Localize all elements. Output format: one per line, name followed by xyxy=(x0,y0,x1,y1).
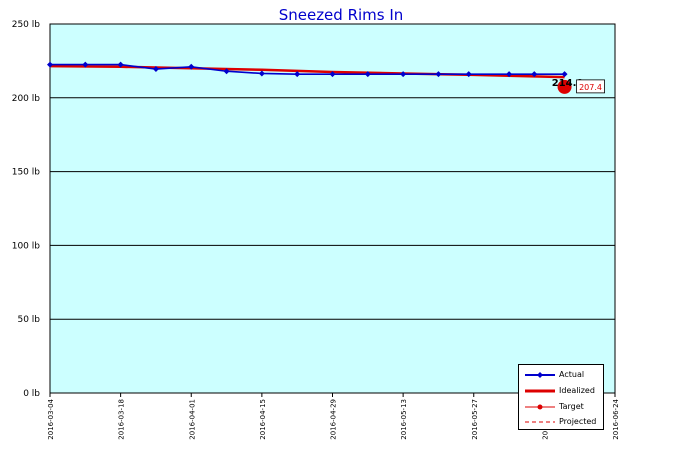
y-tick-label: 100 lb xyxy=(12,241,41,251)
x-tick-label: 2016-04-29 xyxy=(330,399,338,440)
legend-label-actual: Actual xyxy=(559,370,585,379)
series-layer xyxy=(47,61,572,94)
data-point-actual xyxy=(117,61,124,68)
legend-label-idealized: Idealized xyxy=(559,386,595,395)
data-point-actual xyxy=(258,70,265,77)
annotation-label: 214.0 xyxy=(552,78,584,89)
series-line-actual xyxy=(50,63,565,75)
y-axis-ticks: 0 lb 50 lb 100 lb 150 lb 200 lb 250 lb xyxy=(12,20,41,399)
data-point-actual xyxy=(223,68,230,75)
legend-label-target: Target xyxy=(559,402,584,411)
target-label: 207.4 xyxy=(579,83,602,92)
data-point-actual xyxy=(561,71,568,78)
legend-item-target: Target xyxy=(523,400,603,414)
y-tick-label: 50 lb xyxy=(17,315,40,325)
legend-item-projected: Projected xyxy=(523,415,603,429)
data-point-actual xyxy=(400,71,407,78)
legend-item-idealized: Idealized xyxy=(523,384,603,398)
y-tick-label: 200 lb xyxy=(12,94,41,104)
x-tick-label: 2016-03-18 xyxy=(118,399,126,440)
y-tick-label: 250 lb xyxy=(12,20,41,30)
data-point-actual xyxy=(435,71,442,78)
legend: Actual Idealized Target Projected xyxy=(518,364,604,430)
data-point-actual xyxy=(294,71,301,78)
x-tick-label: 2016-05-13 xyxy=(400,399,408,440)
legend-item-actual: Actual xyxy=(523,368,603,382)
x-tick-label: 2016-06-24 xyxy=(612,398,620,439)
grid-lines xyxy=(50,97,615,320)
data-point-actual xyxy=(364,71,371,78)
target-marker xyxy=(557,79,572,94)
y-tick-label: 150 lb xyxy=(12,168,41,178)
x-tick-label: 2016-04-01 xyxy=(188,399,196,440)
target-label-box xyxy=(576,79,605,94)
data-point-actual xyxy=(188,63,195,70)
data-point-actual xyxy=(82,61,89,68)
legend-label-projected: Projected xyxy=(559,417,597,426)
x-tick-label: 2016-03-04 xyxy=(47,398,55,439)
x-tick-label: 2016-04-15 xyxy=(259,399,267,440)
x-tick-label: 2016-05-27 xyxy=(471,399,479,440)
data-point-actual xyxy=(531,71,538,78)
data-point-actual xyxy=(506,71,513,78)
data-point-actual xyxy=(329,71,336,78)
y-tick-label: 0 lb xyxy=(23,389,40,399)
chart-title: Sneezed Rims In xyxy=(278,6,404,24)
data-point-actual xyxy=(152,66,159,73)
plot-area xyxy=(49,23,616,394)
data-point-actual xyxy=(465,71,472,78)
data-point-actual xyxy=(47,61,53,68)
